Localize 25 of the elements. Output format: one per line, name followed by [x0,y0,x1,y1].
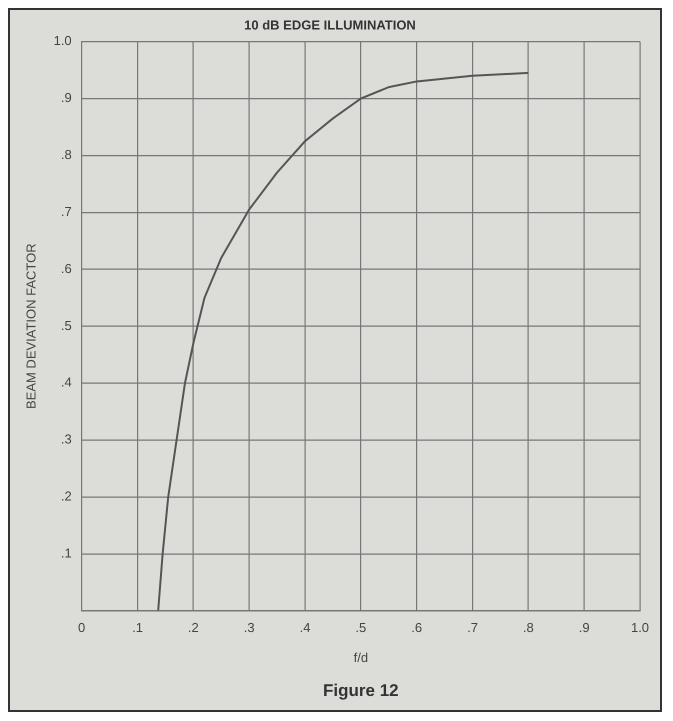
caption: Figure 12 [323,681,399,700]
y-tick-label: 1.0 [54,33,72,48]
x-tick-label: 1.0 [630,620,650,636]
x-tick-label: .8 [522,620,534,636]
y-tick-label: .8 [60,147,72,162]
chart-title: 10 dB EDGE ILLUMINATION [244,17,416,32]
x-tick-label: 0 [78,620,86,636]
x-tick-label: .5 [355,620,366,636]
x-axis-title: f/d [354,650,368,665]
x-tick-label: .4 [300,620,310,636]
y-tick-label: .5 [60,318,72,333]
x-tick-label: .2 [188,620,199,636]
y-tick-label: .4 [60,374,72,390]
y-tick-label: .9 [60,90,72,106]
x-tick-label: .1 [132,620,143,636]
y-tick-label: .2 [60,488,72,504]
y-tick-label: .7 [60,204,72,219]
x-tick-label: .7 [467,620,478,636]
x-tick-label: .6 [411,620,422,636]
y-tick-label: .3 [60,432,72,447]
y-tick-label: .6 [60,260,72,276]
y-tick-label: .1 [60,545,72,560]
x-tick-label: .9 [578,620,590,636]
y-axis-title: BEAM DEVIATION FACTOR [23,243,38,410]
x-tick-label: .3 [244,620,255,636]
